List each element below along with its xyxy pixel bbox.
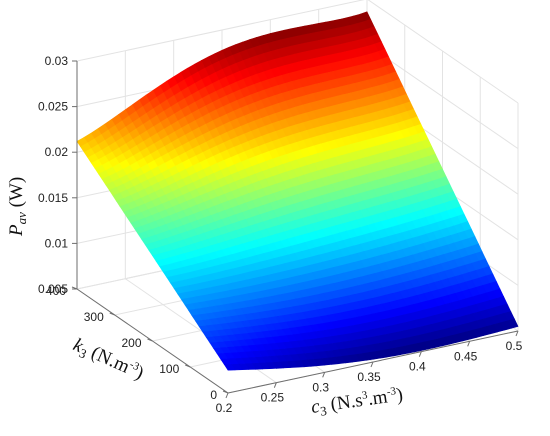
x-tick-label: 0.2 — [216, 401, 233, 415]
grid-line — [76, 0, 365, 62]
x-tick-mark — [418, 351, 422, 357]
x-tick-label: 0.4 — [409, 360, 426, 374]
x-tick-mark — [515, 330, 519, 337]
surface-plot — [76, 11, 519, 371]
z-tick-label: 0.025 — [38, 100, 68, 114]
tick-labels: 0.20.250.30.350.40.450.501002003004000.0… — [38, 54, 523, 415]
y-tick-label: 200 — [121, 336, 141, 350]
y-tick-label: 100 — [159, 362, 179, 376]
x-tick-label: 0.5 — [506, 339, 523, 353]
x-tick-label: 0.3 — [312, 380, 329, 394]
x-tick-mark — [225, 392, 229, 399]
y-tick-mark — [185, 364, 191, 368]
grid-line — [366, 44, 519, 150]
x-tick-mark — [322, 372, 326, 378]
z-tick-label: 0.005 — [38, 282, 68, 296]
axis-edges — [71, 60, 519, 399]
y-tick-label: 400 — [46, 284, 66, 298]
z-tick-label: 0.03 — [45, 54, 69, 68]
y-tick-label: 0 — [210, 388, 217, 402]
grid-line — [367, 0, 519, 104]
y-tick-mark — [109, 312, 115, 316]
x-tick-label: 0.25 — [261, 391, 285, 405]
z-tick-label: 0.015 — [38, 191, 68, 205]
y-tick-mark — [222, 390, 229, 394]
x-tick-label: 0.35 — [357, 370, 381, 384]
x-axis-label: c3 (N.s3.m-3) — [310, 384, 405, 420]
z-tick-label: 0.01 — [45, 236, 69, 250]
z-axis-label: Pav (W) — [6, 177, 29, 237]
x-tick-mark — [467, 341, 471, 347]
x-tick-label: 0.45 — [454, 349, 478, 363]
x-tick-mark — [273, 382, 277, 388]
x-tick-mark — [370, 361, 374, 368]
surface-patch — [223, 364, 236, 371]
y-tick-label: 300 — [84, 310, 104, 324]
y-tick-mark — [147, 338, 153, 342]
z-tick-label: 0.02 — [45, 145, 69, 159]
